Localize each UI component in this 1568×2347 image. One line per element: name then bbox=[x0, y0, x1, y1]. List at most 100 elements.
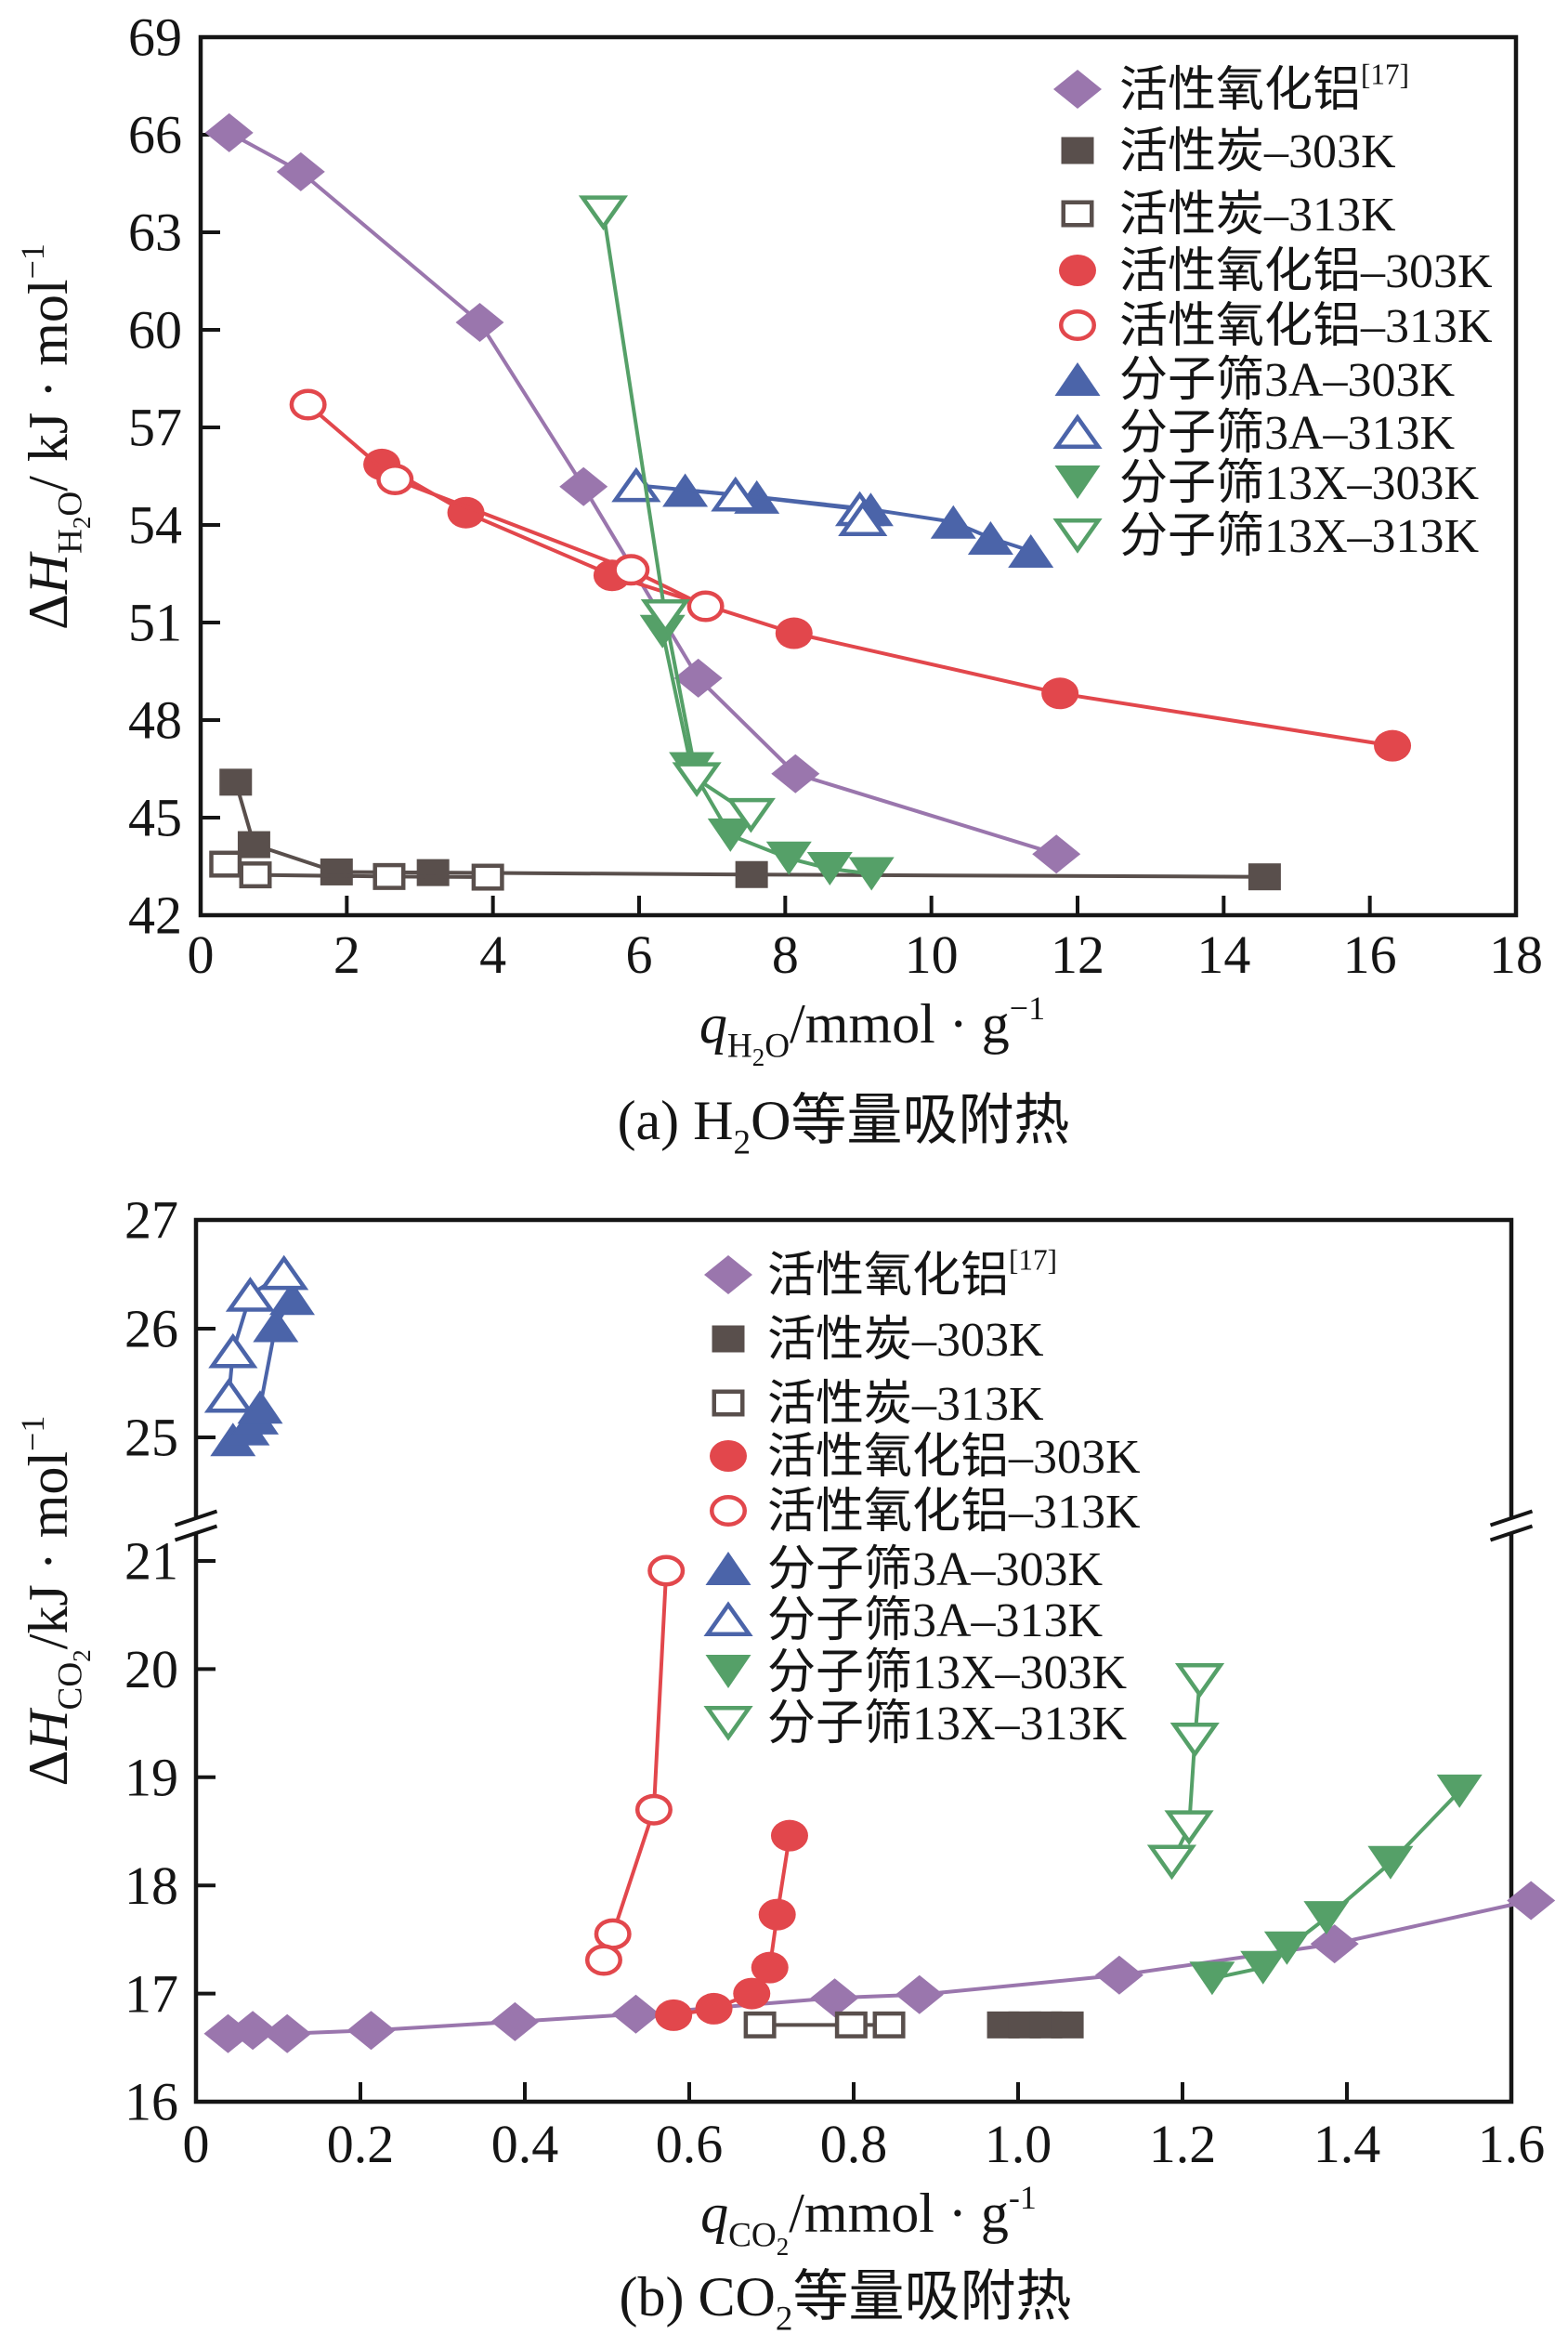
y-axis-label-part: 2 bbox=[68, 517, 96, 530]
y-tick-label: 51 bbox=[128, 593, 182, 653]
data-point-triangle-down-open bbox=[578, 195, 629, 230]
data-point-diamond-filled bbox=[1507, 1881, 1556, 1921]
data-point-square-filled bbox=[320, 858, 353, 885]
legend-marker-triangle-up-filled bbox=[1054, 362, 1101, 396]
data-point-diamond-filled bbox=[559, 466, 608, 506]
legend-item: 活性氧化铝–313K bbox=[1059, 300, 1493, 353]
x-axis-label-part: -1 bbox=[1009, 2179, 1037, 2216]
axis-break-gap bbox=[1490, 1511, 1533, 1541]
axis-break-mark bbox=[1489, 1509, 1534, 1528]
data-point-triangle-up-filled bbox=[237, 1390, 283, 1424]
y-tick-label: 17 bbox=[124, 1963, 178, 2024]
data-point-circle-filled bbox=[1374, 729, 1412, 762]
data-point-circle-open bbox=[289, 388, 327, 421]
legend-label-text: 活性氧化铝–313K bbox=[1119, 300, 1493, 353]
x-tick-label: 0.8 bbox=[820, 2114, 888, 2174]
legend-item: 活性氧化铝[17] bbox=[704, 1244, 1057, 1303]
series-triangle-down-open bbox=[578, 195, 776, 833]
series-circle-filled bbox=[655, 1819, 808, 2031]
legend-label-text: 活性氧化铝 bbox=[1119, 64, 1361, 117]
y-tick-label: 16 bbox=[124, 2072, 178, 2132]
legend-label-text: 分子筛3A–313K bbox=[1119, 407, 1456, 460]
y-axis-label-part: H bbox=[52, 529, 90, 554]
y-axis-label-part: −1 bbox=[14, 243, 51, 279]
data-point-diamond-filled bbox=[263, 2013, 312, 2053]
chart-h2o-isosteric-heat: 0 2 4 6 8 10 12 14 16 18 42 45 48 51 54 57 60 63 66 69 活性氧化铝… bbox=[14, 7, 1543, 1162]
legend-item: 活性炭–313K bbox=[712, 1378, 1044, 1431]
x-axis-label: qH2O/mmol · g−1 bbox=[699, 990, 1045, 1071]
x-tick-label: 14 bbox=[1196, 924, 1250, 985]
data-point-triangle-down-open bbox=[1174, 1663, 1225, 1698]
plot-frame bbox=[198, 34, 1519, 918]
legend-marker-diamond-filled bbox=[1053, 70, 1102, 109]
y-axis-label: ΔHCO2/kJ · mol−1 bbox=[14, 1416, 96, 1787]
y-tick-label: 45 bbox=[128, 788, 182, 848]
data-point-diamond-filled bbox=[276, 151, 325, 191]
series-circle-open bbox=[289, 388, 725, 623]
series-square-open bbox=[209, 850, 504, 891]
legend-label-text: 活性氧化铝–313K bbox=[767, 1486, 1141, 1539]
x-tick-label: 0.2 bbox=[327, 2114, 395, 2174]
y-tick-label: 69 bbox=[128, 7, 182, 68]
legend-label-text: 活性氧化铝–303K bbox=[1119, 245, 1493, 298]
legend-item: 活性氧化铝–303K bbox=[710, 1431, 1141, 1484]
y-axis-label-part: / kJ · mol bbox=[18, 279, 79, 491]
data-point-triangle-up-open bbox=[225, 1277, 276, 1312]
data-point-triangle-down-filled bbox=[1189, 1961, 1235, 1996]
data-point-square-filled bbox=[237, 831, 270, 859]
figure-caption-part: (b) CO bbox=[620, 2266, 776, 2327]
legend-item: 分子筛3A–303K bbox=[705, 1543, 1104, 1596]
data-point-square-open bbox=[743, 2011, 777, 2039]
legend-marker-circle-filled bbox=[710, 1440, 747, 1472]
data-point-diamond-filled bbox=[1310, 1924, 1359, 1964]
legend-label: 活性炭–303K bbox=[767, 1314, 1044, 1367]
legend-marker-triangle-up-open bbox=[1052, 413, 1103, 450]
y-axis-label-part: 2 bbox=[68, 1649, 96, 1662]
data-point-diamond-filled bbox=[490, 2001, 540, 2041]
x-tick-label: 0.4 bbox=[491, 2114, 559, 2174]
legend-item: 分子筛3A–313K bbox=[1052, 407, 1456, 460]
legend-label: 活性氧化铝[17] bbox=[767, 1244, 1057, 1303]
data-point-diamond-filled bbox=[346, 2011, 396, 2051]
x-axis-label-part: H bbox=[727, 1028, 752, 1066]
legend-marker-diamond-filled bbox=[704, 1255, 752, 1294]
legend-item: 分子筛13X–303K bbox=[1054, 457, 1480, 510]
x-axis-label-part: O bbox=[764, 1028, 790, 1066]
data-point-triangle-down-filled bbox=[1436, 1774, 1483, 1808]
legend-marker-triangle-down-open bbox=[1052, 518, 1103, 554]
chart-co2-isosteric-heat: 0 0.2 0.4 0.6 0.8 1.0 1.2 1.4 1.6 16 17 18 19 20 21 25 2… bbox=[14, 1190, 1556, 2339]
data-point-triangle-up-filled bbox=[253, 1308, 299, 1343]
figure-caption-part: O等量吸附热 bbox=[751, 1090, 1069, 1151]
data-point-triangle-down-filled bbox=[639, 614, 686, 649]
y-axis-label-part: −1 bbox=[14, 1416, 51, 1451]
legend-label: 活性氧化铝–313K bbox=[767, 1486, 1141, 1539]
series-triangle-down-filled bbox=[639, 614, 895, 891]
data-point-square-filled bbox=[1248, 863, 1281, 891]
legend-label-text: 活性氧化铝–303K bbox=[767, 1431, 1141, 1484]
data-point-triangle-up-open bbox=[259, 1254, 309, 1291]
legend-label-text: 活性炭–303K bbox=[1119, 125, 1396, 178]
data-point-square-open bbox=[209, 850, 242, 878]
data-point-square-filled bbox=[1051, 2011, 1084, 2039]
y-axis-label: ΔHH2O/ kJ · mol−1 bbox=[14, 243, 96, 630]
legend-item: 分子筛3A–313K bbox=[703, 1594, 1104, 1647]
y-tick-label: 20 bbox=[124, 1639, 178, 1699]
data-point-triangle-up-filled bbox=[1008, 534, 1054, 568]
x-tick-label: 0.6 bbox=[656, 2114, 724, 2174]
x-tick-label: 1.4 bbox=[1313, 2114, 1381, 2174]
legend-marker-square-open bbox=[712, 1389, 745, 1417]
data-point-triangle-down-open bbox=[725, 797, 776, 833]
legend-item: 分子筛13X–313K bbox=[703, 1698, 1128, 1750]
data-point-diamond-filled bbox=[810, 1978, 859, 2018]
figure-caption-part: 2 bbox=[733, 1124, 751, 1162]
figure-caption-part: 等量吸附热 bbox=[792, 2266, 1071, 2327]
legend-label-text: 活性炭–313K bbox=[767, 1378, 1044, 1431]
data-point-triangle-down-open bbox=[1169, 1723, 1220, 1758]
data-point-triangle-down-filled bbox=[806, 852, 853, 885]
x-tick-label: 6 bbox=[626, 924, 653, 985]
series-line-triangle-down-open bbox=[601, 211, 752, 817]
y-tick-label: 18 bbox=[124, 1855, 178, 1916]
data-point-circle-open bbox=[612, 554, 650, 586]
